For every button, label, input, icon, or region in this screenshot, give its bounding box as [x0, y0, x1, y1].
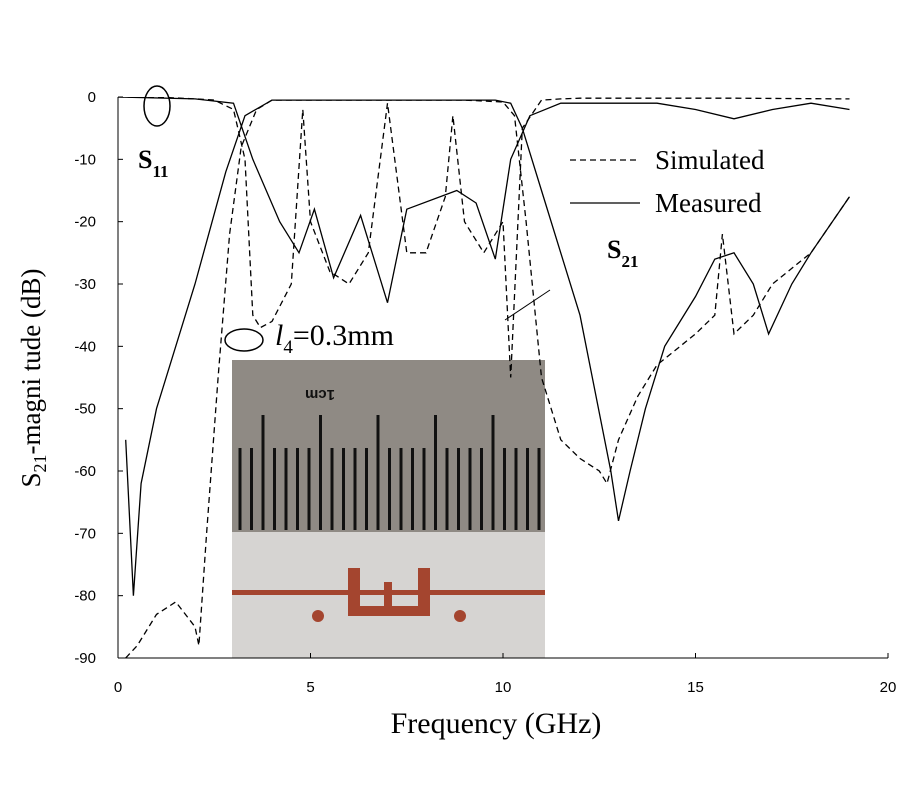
- y-tick-label: -80: [74, 588, 96, 605]
- series-line: [118, 97, 850, 378]
- stub: [384, 582, 392, 606]
- y-tick-label: -90: [74, 650, 96, 667]
- annotation-sub: 21: [621, 252, 638, 271]
- via: [454, 610, 466, 622]
- y-title-part: S: [16, 472, 46, 487]
- annotation-s11: S11: [138, 145, 169, 181]
- inset-photo: 1cm: [232, 360, 545, 658]
- annotation-part: S: [138, 145, 152, 174]
- y-tick-label: -30: [74, 276, 96, 293]
- x-tick-label: 10: [495, 679, 512, 696]
- y-tick-label: -50: [74, 401, 96, 418]
- via: [312, 610, 324, 622]
- y-tick-label: -60: [74, 463, 96, 480]
- resonator: [348, 606, 430, 616]
- inset-label: 1cm: [305, 386, 335, 403]
- x-tick-label: 5: [306, 679, 314, 696]
- annotation-part: =0.3mm: [293, 319, 394, 352]
- series-line: [125, 99, 851, 658]
- resonator: [348, 568, 360, 616]
- pointer-line: [504, 289, 551, 321]
- ellipse-marker: [143, 85, 171, 127]
- y-tick-label: -70: [74, 525, 96, 542]
- annotation-sub: 4: [283, 337, 293, 358]
- annotation-part: S: [607, 235, 621, 264]
- y-tick-label: -10: [74, 151, 96, 168]
- annotation-sub: 11: [152, 162, 168, 181]
- legend-label: Measured: [655, 188, 762, 218]
- y-axis-title: S21-magni tude (dB): [16, 269, 50, 488]
- annotation-part: l: [275, 319, 283, 352]
- series-line: [118, 97, 850, 303]
- x-tick-label: 0: [114, 679, 122, 696]
- x-tick-label: 20: [880, 679, 897, 696]
- x-tick-label: 15: [687, 679, 704, 696]
- x-axis-title: Frequency (GHz): [391, 707, 602, 740]
- annotation-l4: l4=0.3mm: [275, 319, 394, 358]
- ellipse-marker: [224, 328, 264, 352]
- legend-label: Simulated: [655, 145, 765, 175]
- series-line: [125, 99, 851, 596]
- annotation-s21: S21: [607, 235, 638, 271]
- y-tick-label: 0: [88, 89, 96, 106]
- y-title-sub: 21: [30, 454, 50, 472]
- y-title-part: -magni tude (dB): [16, 269, 46, 455]
- resonator: [418, 568, 430, 616]
- y-tick-label: -20: [74, 214, 96, 231]
- y-tick-label: -40: [74, 338, 96, 355]
